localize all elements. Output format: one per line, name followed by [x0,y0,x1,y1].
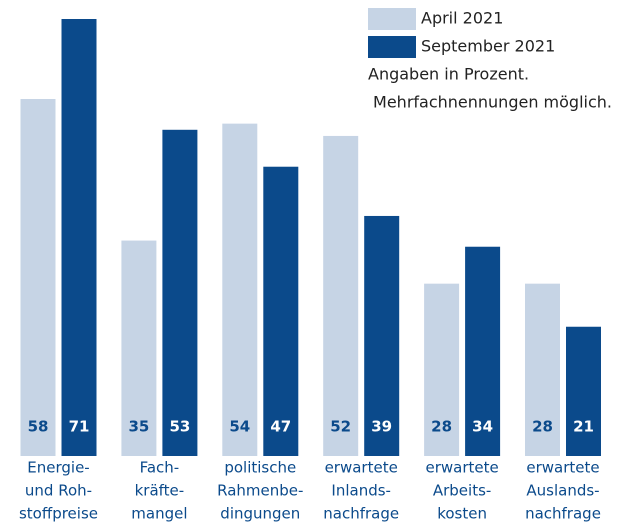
bar [323,135,359,456]
bar [121,240,157,456]
value-label: 54 [229,418,250,436]
legend-label: September 2021 [421,37,555,56]
bar [222,123,258,457]
x-tick-label: nachfrage [525,505,601,523]
x-tick-label: nachfrage [323,505,399,523]
x-tick-label: Rahmenbe- [217,482,303,500]
x-tick-label: Auslands- [526,482,599,500]
bar [525,283,560,456]
x-tick-label: Inlands- [331,482,391,500]
value-label: 28 [532,418,553,436]
value-label: 21 [573,418,594,436]
bar [20,99,56,456]
value-label: 39 [371,418,392,436]
value-label: 35 [128,418,149,436]
value-label: 58 [28,418,49,436]
bar [364,215,400,456]
annotation: Angaben in Prozent. [368,65,529,84]
value-label: 71 [69,418,90,436]
x-tick-label: stoffpreise [19,505,98,523]
legend-swatch [368,36,416,58]
x-tick-label: und Roh- [25,482,92,500]
bar [263,166,299,456]
value-label: 34 [472,418,493,436]
legend-label: April 2021 [421,9,503,28]
value-label: 28 [431,418,452,436]
bar [465,246,501,456]
x-tick-label: Fach- [140,459,180,477]
x-tick-label: kosten [437,505,487,523]
x-tick-label: dingungen [220,505,300,523]
x-tick-label: Energie- [27,459,89,477]
legend-swatch [368,8,416,30]
annotation: Mehrfachnennungen möglich. [373,93,612,112]
x-tick-label: Arbeits- [433,482,491,500]
value-label: 52 [330,418,351,436]
x-tick-label: erwartete [325,459,398,477]
value-label: 53 [169,418,190,436]
bar [424,283,460,456]
value-label: 47 [270,418,291,436]
x-tick-label: mangel [131,505,187,523]
x-tick-label: erwartete [425,459,498,477]
x-tick-label: politische [224,459,296,477]
x-tick-label: erwartete [526,459,599,477]
bar [162,129,198,456]
bar [61,19,97,456]
x-tick-label: kräfte- [135,482,185,500]
bar [566,326,601,456]
